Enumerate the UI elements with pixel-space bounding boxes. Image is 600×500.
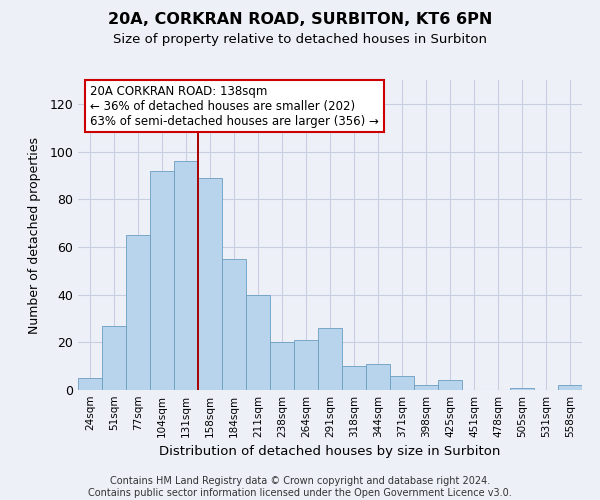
- Bar: [246, 294, 270, 390]
- Bar: [510, 388, 534, 390]
- Bar: [438, 380, 462, 390]
- Text: 20A CORKRAN ROAD: 138sqm
← 36% of detached houses are smaller (202)
63% of semi-: 20A CORKRAN ROAD: 138sqm ← 36% of detach…: [90, 85, 379, 128]
- Bar: [78, 378, 102, 390]
- Bar: [102, 326, 126, 390]
- Bar: [342, 366, 366, 390]
- Bar: [222, 259, 246, 390]
- Bar: [366, 364, 390, 390]
- Bar: [558, 385, 582, 390]
- Bar: [270, 342, 294, 390]
- Bar: [198, 178, 222, 390]
- X-axis label: Distribution of detached houses by size in Surbiton: Distribution of detached houses by size …: [160, 446, 500, 458]
- Bar: [126, 235, 150, 390]
- Bar: [414, 385, 438, 390]
- Bar: [150, 170, 174, 390]
- Bar: [174, 161, 198, 390]
- Text: Size of property relative to detached houses in Surbiton: Size of property relative to detached ho…: [113, 32, 487, 46]
- Text: 20A, CORKRAN ROAD, SURBITON, KT6 6PN: 20A, CORKRAN ROAD, SURBITON, KT6 6PN: [108, 12, 492, 28]
- Bar: [318, 328, 342, 390]
- Y-axis label: Number of detached properties: Number of detached properties: [28, 136, 41, 334]
- Text: Contains HM Land Registry data © Crown copyright and database right 2024.
Contai: Contains HM Land Registry data © Crown c…: [88, 476, 512, 498]
- Bar: [294, 340, 318, 390]
- Bar: [390, 376, 414, 390]
